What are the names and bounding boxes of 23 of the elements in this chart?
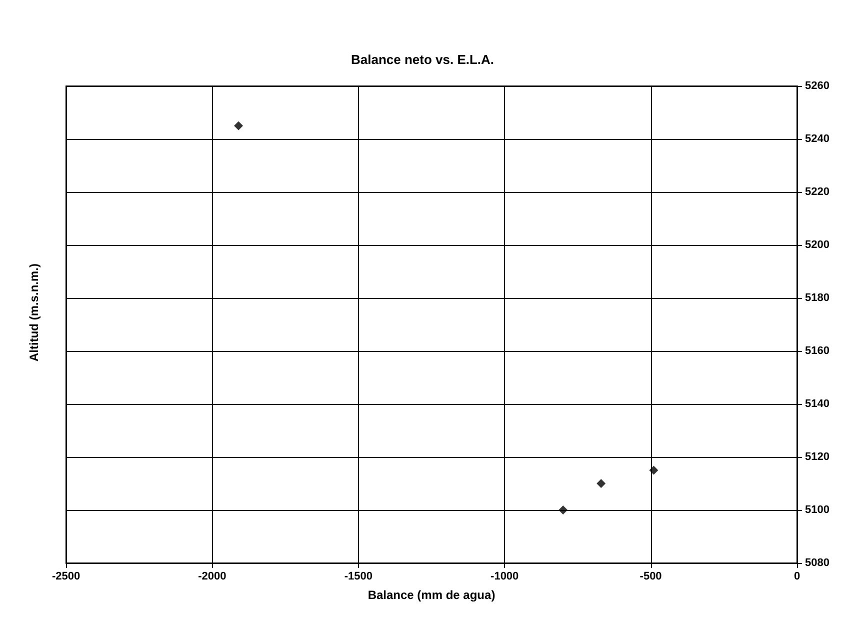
y-axis-title: Altitud (m.s.n.m.) [27,263,41,362]
y-tick-label: 5260 [805,80,830,92]
x-tick-label: -500 [640,570,662,582]
y-tick-label: 5120 [805,451,830,463]
y-tick-label: 5140 [805,398,830,410]
y-tick-label: 5180 [805,292,830,304]
x-axis-title: Balance (mm de agua) [368,588,496,602]
point [234,121,244,130]
y-tick-label: 5200 [805,239,830,251]
x-tick-label: 0 [794,570,800,582]
x-tick-label: -1000 [490,570,519,582]
y-tick-label: 5100 [805,504,830,516]
point [596,479,606,488]
y-tick-label: 5240 [805,133,830,145]
x-tick-label: -2500 [52,570,80,582]
chart-title: Balance neto vs. E.L.A. [350,52,494,67]
point [649,466,658,475]
y-tick-label: 5160 [805,345,830,357]
point [558,506,568,514]
y-tick-label: 5220 [805,186,830,198]
y-tick-label: 5080 [805,557,830,569]
x-tick-label: -2000 [198,570,226,582]
x-tick-label: -1500 [344,570,372,582]
